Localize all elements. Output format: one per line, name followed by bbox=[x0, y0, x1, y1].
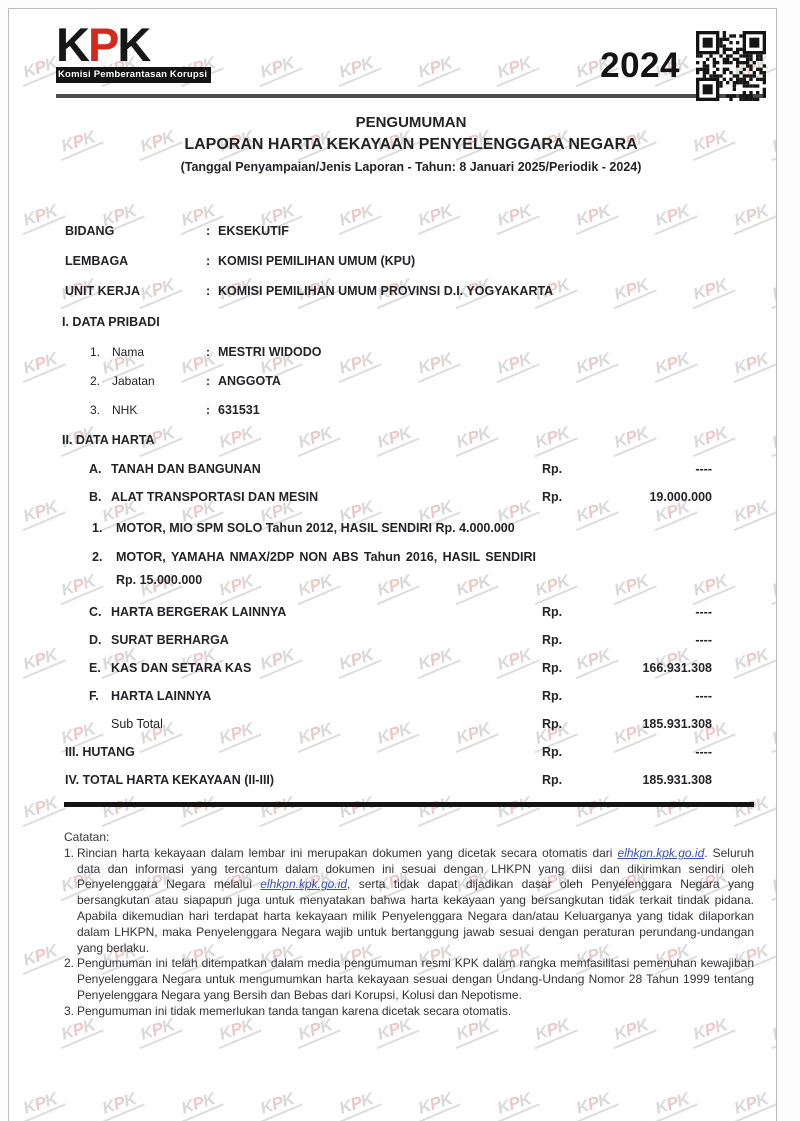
section-data-harta-heading: II. DATA HARTA bbox=[62, 433, 155, 447]
document-content: KPK Komisi Pemberantasan Korupsi 2024 PE… bbox=[56, 18, 766, 1020]
total-harta-row: IV. TOTAL HARTA KEKAYAAN (II-III) Rp. 18… bbox=[65, 773, 712, 787]
elhkpn-link[interactable]: elhkpn.kpk.go.id bbox=[617, 845, 705, 860]
footer-divider bbox=[64, 802, 754, 807]
personal-row-jabatan: 2. Jabatan: ANGGOTA bbox=[90, 373, 281, 388]
field-lembaga: LEMBAGA: KOMISI PEMILIHAN UMUM (KPU) bbox=[65, 254, 416, 268]
kpk-logo-subtitle: Komisi Pemberantasan Korupsi bbox=[56, 67, 212, 84]
currency-label: Rp. bbox=[542, 633, 563, 647]
info-fields: BIDANG: EKSEKUTIF LEMBAGA: KOMISI PEMILIHA… bbox=[56, 216, 766, 306]
kpk-logo: KPK Komisi Pemberantasan Korupsi bbox=[56, 18, 212, 84]
header-right: 2024 bbox=[600, 31, 766, 101]
document-page: KPKKPKKPKKPKKPKKPKKPKKPKKPKKPKKPKKPKKPKK… bbox=[8, 8, 777, 1121]
asset-row-surat-berharga: D. SURAT BERHARGA Rp. ---- bbox=[89, 633, 712, 647]
elhkpn-link[interactable]: elhkpn.kpk.go.id bbox=[260, 877, 347, 892]
asset-row-harta-lainnya: F. HARTA LAINNYA Rp. ---- bbox=[89, 689, 712, 703]
title-line3: (Tanggal Penyampaian/Jenis Laporan - Tah… bbox=[180, 160, 642, 174]
currency-label: Rp. bbox=[542, 661, 563, 675]
vehicle-item: 2. MOTOR, YAMAHA NMAX/2DP NON ABS Tahun … bbox=[92, 550, 536, 587]
header-divider bbox=[56, 94, 766, 98]
currency-label: Rp. bbox=[542, 490, 563, 504]
hutang-row: III. HUTANG Rp. ---- bbox=[65, 745, 712, 759]
amount-value: 166.931.308 bbox=[642, 661, 712, 675]
currency-label: Rp. bbox=[542, 462, 563, 476]
note-item-2: 2. Pengumuman ini telah ditempatkan dala… bbox=[64, 956, 754, 1002]
asset-row-bergerak-lainnya: C. HARTA BERGERAK LAINNYA Rp. ---- bbox=[89, 605, 712, 619]
field-unit-kerja: UNIT KERJA: KOMISI PEMILIHAN UMUM PROVINS… bbox=[65, 284, 554, 298]
vehicle-item: 1. MOTOR, MIO SPM SOLO Tahun 2012, HASIL… bbox=[92, 521, 515, 535]
amount-value: ---- bbox=[695, 745, 712, 759]
kpk-logo-text: KPK bbox=[56, 18, 151, 71]
currency-label: Rp. bbox=[542, 605, 563, 619]
field-bidang: BIDANG: EKSEKUTIF bbox=[65, 224, 289, 238]
notes-heading: Catatan: bbox=[64, 830, 110, 844]
amount-value: 19.000.000 bbox=[649, 490, 712, 504]
asset-row-transportasi: B. ALAT TRANSPORTASI DAN MESIN Rp. 19.000… bbox=[89, 490, 712, 504]
report-year: 2024 bbox=[600, 46, 680, 85]
subtotal-row: Sub Total Rp. 185.931.308 bbox=[111, 717, 712, 731]
document-title: PENGUMUMAN LAPORAN HARTA KEKAYAAN PENYEL… bbox=[56, 114, 766, 174]
document-header: KPK Komisi Pemberantasan Korupsi 2024 bbox=[56, 18, 766, 101]
personal-row-nhk: 3. NHK:631531 bbox=[90, 402, 260, 417]
currency-label: Rp. bbox=[542, 717, 563, 731]
amount-value: ---- bbox=[695, 605, 712, 619]
note-item-1: 1. Rincian harta kekayaan dalam lembar i… bbox=[64, 845, 754, 955]
notes-section: Catatan: 1. Rincian harta kekayaan dalam… bbox=[64, 830, 754, 1020]
amount-value: 185.931.308 bbox=[642, 773, 712, 787]
note-item-3: 3. Pengumuman ini tidak memerlukan tanda… bbox=[64, 1003, 512, 1018]
asset-row-kas: E. KAS DAN SETARA KAS Rp. 166.931.308 bbox=[89, 661, 712, 675]
currency-label: Rp. bbox=[542, 773, 563, 787]
qr-code-icon bbox=[696, 31, 766, 101]
asset-row-tanah: A. TANAH DAN BANGUNAN Rp. ---- bbox=[89, 462, 712, 476]
personal-row-nama: 1. Nama: MESTRI WIDODO bbox=[90, 344, 322, 359]
section-data-pribadi-heading: I. DATA PRIBADI bbox=[62, 315, 160, 329]
amount-value: ---- bbox=[695, 689, 712, 703]
currency-label: Rp. bbox=[542, 745, 563, 759]
title-line1: PENGUMUMAN bbox=[355, 114, 467, 131]
personal-data-rows: 1. Nama: MESTRI WIDODO 2. Jabatan: ANGGOTA 3… bbox=[56, 337, 766, 424]
amount-value: ---- bbox=[695, 633, 712, 647]
currency-label: Rp. bbox=[542, 689, 563, 703]
title-line2: LAPORAN HARTA KEKAYAAN PENYELENGGARA NEG… bbox=[184, 136, 638, 153]
amount-value: ---- bbox=[695, 462, 712, 476]
amount-value: 185.931.308 bbox=[642, 717, 712, 731]
